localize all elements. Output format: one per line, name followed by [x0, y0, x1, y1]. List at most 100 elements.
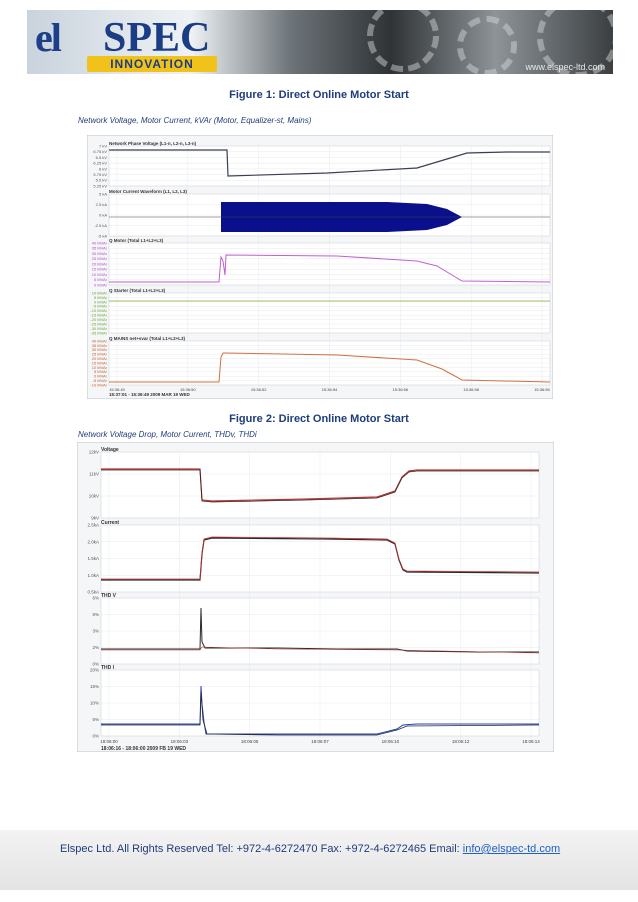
- fig1-x-tick-label: 15:36:59: [534, 387, 550, 392]
- fig2-tick-label: 11kV: [89, 472, 99, 477]
- thdv-trace: [101, 607, 539, 653]
- fig1-tick-label: 5 kA: [99, 191, 107, 196]
- figure2-subtitle: Network Voltage Drop, Motor Current, THD…: [78, 430, 257, 439]
- fig1-tick-label: 5.5 kV: [96, 178, 108, 183]
- fig1-tick-label: 2.5 kA: [96, 202, 108, 207]
- fig2-tick-label: 20%: [90, 668, 99, 673]
- q-mains-trace: [109, 352, 551, 383]
- figure1-panel-label: Q MAINS net+svar (Total L1+L2+L3): [109, 336, 186, 341]
- header-banner: el SPEC INNOVATION www.elspec-ltd.com: [27, 10, 613, 74]
- fig2-x-tick-label: 18:06:14: [522, 739, 540, 744]
- fig2-tick-label: 1.0kA: [87, 573, 99, 578]
- fig1-tick-label: 5.75 kV: [93, 172, 107, 177]
- fig1-tick-label: 30 MVAr: [92, 251, 108, 256]
- fig2-tick-label: 0%: [92, 662, 99, 667]
- fig2-x-tick-label: 18:06:12: [452, 739, 470, 744]
- q-motor-trace: [109, 254, 551, 283]
- thdi-trace: [101, 691, 540, 736]
- fig2-tick-label: 12kV: [89, 450, 99, 455]
- fig2-tick-label: 5%: [92, 717, 99, 722]
- fig1-tick-label: 10 MVAr: [92, 365, 108, 370]
- fig1-tick-label: -2.5 kA: [94, 223, 107, 228]
- figure1-panel-label: Motor Current Waveform (L1, L2, L3): [109, 189, 187, 194]
- motor-current-trace: [101, 536, 540, 580]
- fig2-tick-label: 1.5kA: [87, 556, 99, 561]
- figure1-tick-labels: 7 kV6.75 kV6.5 kV6.25 kV6 kV5.75 kV5.5 k…: [90, 143, 107, 387]
- fig1-x-tick-label: 15:36:49: [109, 387, 125, 392]
- fig1-tick-label: 0 MVAr: [94, 299, 108, 304]
- fig1-tick-label: 10 MVAr: [92, 290, 108, 295]
- fig1-tick-label: 5.25 kV: [93, 183, 107, 188]
- fig1-tick-label: 20 MVAr: [92, 261, 108, 266]
- fig1-tick-label: -15 MVAr: [90, 313, 107, 318]
- figure2-x-axis: 18:06:00 18:06:03 18:06:05 18:06:07 18:06:10…: [100, 739, 540, 744]
- fig1-x-tick-label: 15:36:56: [393, 387, 409, 392]
- fig2-x-tick-label: 18:06:00: [100, 739, 118, 744]
- fig1-tick-label: 5 MVAr: [94, 295, 108, 300]
- figure2-tick-labels: 12kV 11kV 10kV 9kV 2.5kA 2.0kA 1.5kA 1.0kA 0.5kA…: [87, 450, 99, 739]
- fig1-tick-label: 5 MVAr: [94, 369, 108, 374]
- fig1-tick-label: -5 MVAr: [93, 304, 108, 309]
- thdv-trace: [101, 646, 540, 654]
- fig2-tick-label: 15%: [90, 684, 99, 689]
- fig1-tick-label: -20 MVAr: [90, 317, 107, 322]
- fig1-tick-label: -10 MVAr: [90, 308, 107, 313]
- figure1-time-range: 15:37:01 - 15:36:49 2009 MAR 19 WED: [109, 392, 191, 397]
- footer-text: Elspec Ltd. All Rights Reserved Tel: +97…: [60, 843, 560, 855]
- fig1-tick-label: 25 MVAr: [92, 256, 108, 261]
- logo-mark: el: [35, 15, 62, 60]
- fig1-tick-label: -35 MVAr: [90, 330, 107, 335]
- fig1-x-tick-label: 15:36:58: [463, 387, 479, 392]
- figure1-grid: [108, 145, 551, 387]
- fig2-tick-label: 2%: [92, 645, 99, 650]
- fig2-tick-label: 0%: [92, 734, 99, 739]
- fig1-tick-label: -5 MVAr: [93, 378, 108, 383]
- fig2-tick-label: 9kV: [91, 516, 99, 521]
- figure1-panel-label: Q Starter (Total L1+L2+L3): [109, 288, 166, 293]
- gear-graphic: [367, 10, 439, 72]
- fig1-tick-label: 10 MVAr: [92, 272, 108, 277]
- figure1-subtitle: Network Voltage, Motor Current, kVAr (Mo…: [78, 116, 312, 125]
- gear-graphic: [457, 16, 517, 74]
- fig1-tick-label: 20 MVAr: [92, 356, 108, 361]
- header-url: www.elspec-ltd.com: [525, 62, 605, 72]
- footer-email-link[interactable]: info@elspec-td.com: [462, 843, 561, 855]
- figure2-time-range: 18:06:16 - 18:06:00 2009 FB 19 WED: [101, 746, 186, 752]
- voltage-trace: [109, 149, 550, 177]
- fig1-tick-label: 30 MVAr: [92, 347, 108, 352]
- figure1-panel-label: Network Phase Voltage (L1-n, L2-n, L3-n): [109, 141, 197, 146]
- fig1-x-tick-label: 15:36:52: [251, 387, 267, 392]
- fig2-tick-label: 3%: [92, 629, 99, 634]
- footer-bar: [0, 830, 638, 890]
- figure2-chart: Voltage Current THD V THD I 12kV 11kV 10kV…: [77, 442, 554, 752]
- figure1-title: Figure 1: Direct Online Motor Start: [229, 89, 409, 101]
- fig1-x-tick-label: 15:36:50: [180, 387, 196, 392]
- fig2-x-tick-label: 18:06:10: [382, 739, 400, 744]
- fig1-tick-label: -30 MVAr: [90, 326, 107, 331]
- figure2-panel-label: THD V: [101, 593, 117, 599]
- figure1-chart: Network Phase Voltage (L1-n, L2-n, L3-n)…: [87, 135, 553, 399]
- fig1-tick-label: 15 MVAr: [92, 267, 108, 272]
- fig1-tick-label: -25 MVAr: [90, 322, 107, 327]
- fig1-tick-label: -5 kA: [98, 233, 108, 238]
- fig1-x-tick-label: 15:36:54: [322, 387, 338, 392]
- fig1-tick-label: 35 MVAr: [92, 246, 108, 251]
- gear-graphic: [537, 10, 613, 74]
- figure1-x-axis: 15:36:49 15:36:50 15:36:52 15:36:54 15:36:56…: [109, 387, 550, 392]
- fig2-tick-label: 2.5kA: [87, 523, 99, 528]
- voltage-drop-trace: [101, 469, 539, 503]
- figure2-title: Figure 2: Direct Online Motor Start: [229, 413, 409, 425]
- fig1-tick-label: 35 MVAr: [92, 343, 108, 348]
- figure1-panel-label: Q Motor (Total L1+L2+L3): [109, 238, 164, 243]
- figure2-panel-label: Voltage: [101, 447, 119, 453]
- footer-contact: Elspec Ltd. All Rights Reserved Tel: +97…: [60, 843, 463, 855]
- fig1-tick-label: 6 kV: [99, 166, 107, 171]
- fig1-tick-label: 40 MVAr: [92, 338, 108, 343]
- figure2-panel-label: Current: [101, 520, 119, 526]
- fig2-tick-label: 2.0kA: [87, 539, 99, 544]
- logo-text: SPEC: [103, 15, 211, 61]
- fig2-tick-label: 5%: [92, 612, 99, 617]
- figure2-grid: [100, 451, 540, 739]
- figure2-panel-label: THD I: [101, 665, 115, 671]
- fig1-tick-label: 6.25 kV: [93, 161, 107, 166]
